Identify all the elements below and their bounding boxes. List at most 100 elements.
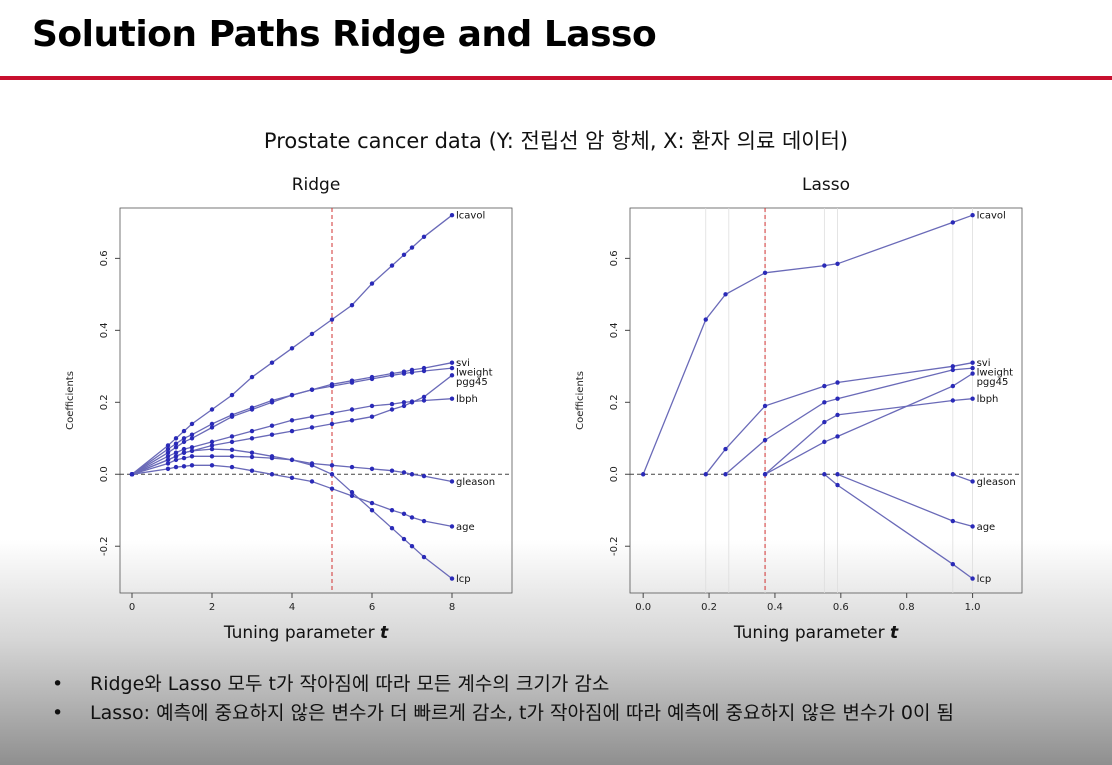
series-line xyxy=(837,473,973,528)
chart-title: Ridge xyxy=(292,175,341,195)
data-point xyxy=(173,441,179,446)
data-point xyxy=(835,482,840,488)
data-point xyxy=(173,445,179,450)
data-point xyxy=(165,450,171,455)
data-point xyxy=(449,360,455,365)
data-point xyxy=(289,475,295,481)
y-tick-label: -0.2 xyxy=(99,536,110,556)
x-tick-label: 0.8 xyxy=(899,602,915,613)
data-point xyxy=(822,383,827,389)
data-point xyxy=(309,425,315,430)
data-point xyxy=(409,472,415,477)
y-tick-label: -0.2 xyxy=(609,536,620,556)
data-point xyxy=(421,518,427,524)
data-point xyxy=(421,234,427,239)
x-axis-label-text: Tuning parameter xyxy=(733,623,890,643)
data-point xyxy=(389,373,395,378)
data-point xyxy=(165,443,171,448)
data-point xyxy=(289,418,295,423)
data-point xyxy=(421,394,427,400)
series-pgg45: pgg45 xyxy=(129,373,488,477)
data-point xyxy=(401,400,407,405)
data-point xyxy=(329,472,335,477)
data-point xyxy=(249,454,255,460)
x-tick-label: 0.0 xyxy=(635,602,651,613)
data-point xyxy=(165,461,171,466)
data-point xyxy=(165,466,171,472)
data-point xyxy=(401,536,407,542)
data-point xyxy=(329,463,335,468)
data-point xyxy=(970,365,975,371)
data-point xyxy=(723,472,728,477)
data-point xyxy=(349,302,355,308)
data-point xyxy=(289,457,295,463)
series-lweight: lweight xyxy=(129,365,493,477)
data-point xyxy=(835,396,840,401)
data-point xyxy=(173,457,179,463)
bullet-text: Lasso: 예측에 중요하지 않은 변수가 더 빠르게 감소, t가 작아짐에… xyxy=(90,702,954,724)
x-axis-label-symbol: t xyxy=(890,623,899,643)
data-point xyxy=(181,455,187,461)
x-tick-label: 0.2 xyxy=(701,602,717,613)
series-label: lweight xyxy=(977,368,1014,379)
data-point xyxy=(189,463,195,468)
bullet-item: • Lasso: 예측에 중요하지 않은 변수가 더 빠르게 감소, t가 작아… xyxy=(50,701,1100,726)
data-point xyxy=(950,220,956,225)
data-point xyxy=(165,446,171,452)
data-point xyxy=(723,292,728,297)
data-point xyxy=(209,454,215,459)
data-point xyxy=(970,371,975,376)
data-point xyxy=(449,576,455,581)
data-point xyxy=(835,412,840,418)
series-label: lcavol xyxy=(977,211,1006,222)
data-point xyxy=(449,365,455,371)
data-point xyxy=(762,403,768,409)
x-tick-label: 0.4 xyxy=(767,602,783,613)
x-tick-label: 6 xyxy=(369,602,375,613)
data-point xyxy=(269,472,275,477)
data-point xyxy=(165,457,171,463)
data-point xyxy=(369,376,375,382)
data-point xyxy=(189,432,195,437)
title-divider xyxy=(0,76,1112,80)
data-point xyxy=(822,400,827,405)
data-point xyxy=(309,387,315,392)
y-tick-label: 0.0 xyxy=(99,466,110,482)
x-tick-label: 0 xyxy=(129,602,135,613)
data-point xyxy=(229,447,235,452)
data-point xyxy=(762,437,768,443)
data-point xyxy=(369,281,375,286)
data-point xyxy=(289,392,295,398)
data-point xyxy=(189,421,195,427)
data-point xyxy=(209,443,215,448)
data-point xyxy=(173,464,179,470)
series-label: lbph xyxy=(456,394,478,405)
data-point xyxy=(329,317,335,322)
series-lbph: lbph xyxy=(129,394,478,477)
data-point xyxy=(289,428,295,434)
data-point xyxy=(173,450,179,455)
series-line xyxy=(642,214,973,475)
series-label: lcp xyxy=(456,574,471,585)
series-line xyxy=(725,367,973,475)
data-point xyxy=(249,374,255,380)
data-point xyxy=(181,450,187,455)
bullet-text: Ridge와 Lasso 모두 t가 작아짐에 따라 모든 계수의 크기가 감소 xyxy=(90,673,610,695)
data-point xyxy=(703,317,708,322)
data-point xyxy=(409,245,415,250)
data-point xyxy=(181,439,187,445)
data-point xyxy=(970,396,975,401)
data-point xyxy=(209,425,215,430)
x-tick-label: 0.6 xyxy=(833,602,849,613)
data-point xyxy=(229,392,235,398)
data-point xyxy=(349,407,355,412)
series-line xyxy=(764,398,973,475)
y-tick-label: 0.2 xyxy=(609,394,620,410)
data-point xyxy=(421,368,427,374)
data-point xyxy=(309,463,315,468)
data-point xyxy=(181,428,187,434)
data-point xyxy=(329,486,335,491)
data-point xyxy=(249,436,255,441)
x-axis-label: Tuning parameter t xyxy=(223,623,389,643)
data-point xyxy=(835,380,840,385)
